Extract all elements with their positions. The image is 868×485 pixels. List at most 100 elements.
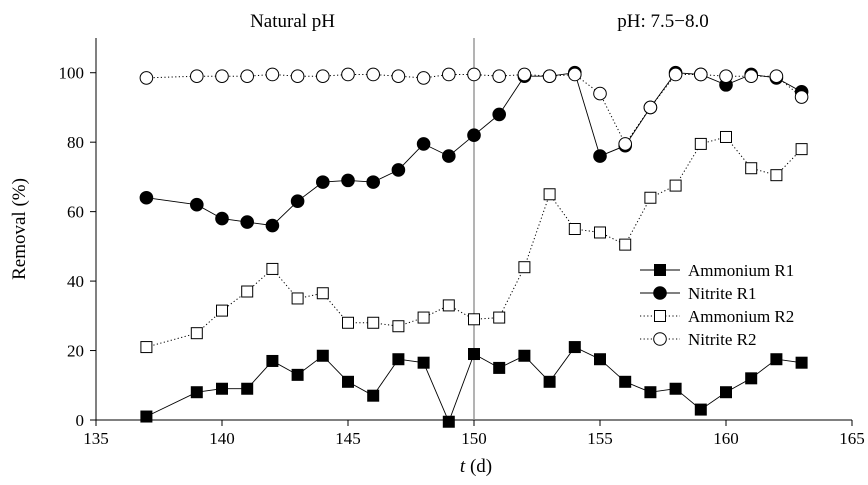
- data-point: [291, 368, 304, 381]
- data-point: [745, 372, 758, 385]
- data-point: [719, 69, 733, 83]
- legend-item: Ammonium R1: [640, 261, 794, 280]
- data-point: [644, 191, 657, 204]
- data-point: [190, 327, 203, 340]
- x-axis-title: t (d): [460, 456, 492, 477]
- data-point: [215, 211, 229, 226]
- data-point: [795, 356, 808, 369]
- data-point: [518, 261, 531, 274]
- data-point: [619, 375, 632, 388]
- data-point: [669, 179, 682, 192]
- annotation-ph-range: pH: 7.5−8.0: [617, 11, 708, 32]
- data-point: [367, 316, 380, 329]
- data-point: [694, 67, 708, 82]
- data-point: [769, 69, 784, 83]
- legend-item: Nitrite R2: [640, 330, 756, 349]
- data-point: [240, 215, 254, 229]
- data-point: [694, 137, 707, 150]
- data-point: [316, 349, 329, 362]
- data-point: [745, 162, 758, 175]
- series-ammonium-r1: [140, 341, 808, 428]
- data-point: [669, 382, 682, 395]
- series-nitrite-r2: [139, 67, 809, 151]
- legend: Ammonium R1 Nitrite R1 Ammonium R2 Nitrite …: [640, 261, 794, 349]
- legend-marker: [653, 332, 667, 346]
- legend-item: Ammonium R2: [640, 307, 794, 326]
- legend-label: Ammonium R1: [688, 261, 794, 280]
- series-layer: [139, 65, 809, 428]
- x-tick-label: 135: [83, 429, 109, 448]
- data-point: [794, 90, 809, 104]
- data-point: [668, 67, 683, 82]
- data-point: [341, 173, 355, 188]
- data-point: [467, 128, 481, 143]
- data-point: [265, 218, 280, 233]
- data-point: [391, 69, 406, 83]
- data-point: [316, 69, 330, 83]
- data-point: [744, 69, 759, 83]
- data-point: [290, 69, 305, 83]
- legend-label: Nitrite R2: [688, 330, 756, 349]
- data-point: [391, 163, 406, 177]
- data-point: [518, 349, 531, 362]
- data-point: [392, 353, 405, 366]
- data-point: [290, 194, 305, 209]
- data-point: [190, 386, 203, 399]
- data-point: [618, 137, 633, 151]
- data-point: [619, 238, 632, 251]
- x-tick-label: 155: [587, 429, 613, 448]
- data-point: [241, 285, 254, 298]
- data-point: [190, 69, 204, 83]
- legend-marker: [654, 310, 666, 322]
- data-point: [240, 69, 254, 83]
- data-point: [140, 341, 153, 354]
- y-tick-label: 80: [67, 133, 84, 152]
- data-point: [492, 69, 507, 83]
- plot-area: [95, 38, 852, 421]
- data-point: [468, 313, 480, 326]
- data-point: [594, 353, 606, 366]
- data-point: [493, 361, 506, 374]
- data-point: [442, 67, 456, 82]
- data-point: [493, 311, 506, 324]
- data-point: [417, 311, 430, 324]
- data-point: [568, 223, 581, 235]
- x-tick-label: 145: [335, 429, 361, 448]
- data-point: [593, 86, 607, 101]
- data-point: [139, 71, 154, 85]
- data-point: [139, 190, 154, 205]
- data-point: [542, 69, 557, 83]
- x-tick-label: 140: [209, 429, 235, 448]
- data-point: [644, 386, 657, 399]
- data-point: [492, 107, 507, 122]
- data-point: [568, 67, 582, 82]
- data-point: [316, 175, 330, 189]
- data-point: [442, 299, 455, 312]
- data-point: [291, 292, 304, 305]
- x-axis-title-unit: (d): [465, 456, 492, 477]
- y-tick-label: 40: [67, 272, 84, 291]
- data-point: [543, 375, 556, 388]
- legend-marker: [653, 286, 667, 300]
- data-point: [341, 67, 355, 82]
- y-tick-label: 0: [76, 411, 85, 430]
- data-point: [216, 304, 228, 317]
- data-point: [342, 375, 354, 388]
- data-point: [342, 316, 354, 329]
- data-point: [720, 386, 732, 399]
- y-tick-label: 60: [67, 203, 84, 222]
- data-point: [316, 287, 329, 300]
- series-ammonium-r2: [140, 130, 808, 354]
- data-point: [467, 67, 481, 82]
- x-tick-label: 150: [461, 429, 487, 448]
- data-point: [795, 143, 808, 156]
- data-point: [241, 382, 254, 395]
- data-point: [770, 169, 783, 182]
- data-point: [215, 69, 229, 83]
- data-point: [593, 149, 607, 163]
- data-point: [416, 71, 431, 85]
- data-point: [417, 356, 430, 369]
- data-point: [265, 67, 280, 82]
- data-point: [266, 262, 279, 275]
